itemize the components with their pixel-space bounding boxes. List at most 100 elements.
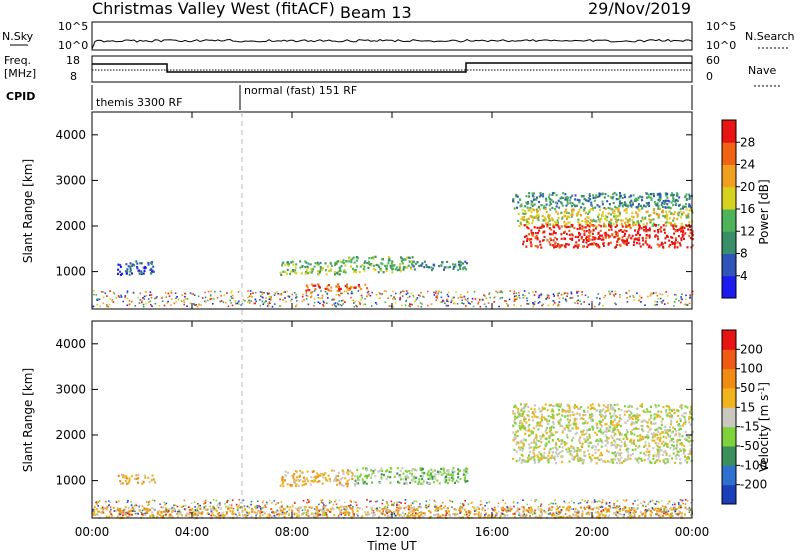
velocity-cell: [588, 453, 590, 455]
velocity-noise-cell: [645, 506, 647, 508]
velocity-cell: [621, 409, 623, 411]
power-noise-cell: [662, 294, 664, 296]
power-noise-cell: [291, 299, 293, 301]
velocity-cell: [612, 452, 614, 454]
power-cell: [337, 283, 339, 285]
velocity-cell: [567, 436, 569, 438]
velocity-noise-cell: [655, 513, 657, 515]
velocity-cell: [669, 426, 671, 428]
velocity-cell: [569, 460, 571, 462]
power-cell: [635, 200, 637, 202]
velocity-cell: [440, 468, 442, 470]
power-cell: [313, 285, 315, 287]
velocity-noise-cell: [247, 515, 249, 517]
power-cell: [352, 258, 354, 260]
power-panel-frame: [92, 112, 692, 309]
velocity-cell: [543, 455, 545, 457]
power-cell: [295, 266, 297, 268]
velocity-noise-cell: [266, 502, 268, 504]
power-noise-cell: [467, 291, 469, 293]
velocity-cell: [578, 460, 580, 462]
velocity-cell: [545, 437, 547, 439]
power-cell: [637, 232, 639, 234]
power-noise-cell: [467, 298, 469, 300]
power-cell: [675, 237, 677, 239]
velocity-cell: [333, 514, 335, 516]
power-noise-cell: [127, 305, 129, 307]
power-noise-cell: [571, 291, 573, 293]
power-noise-cell: [609, 292, 611, 294]
velocity-cell: [635, 448, 637, 450]
power-cell: [117, 273, 119, 275]
velocity-cell: [445, 476, 447, 478]
power-cell: [562, 205, 564, 207]
power-cell: [530, 244, 532, 246]
velocity-cell: [181, 506, 183, 508]
power-cell: [584, 198, 586, 200]
velocity-cell: [669, 447, 671, 449]
power-cell: [602, 237, 604, 239]
power-cell: [678, 205, 680, 207]
power-cell: [549, 220, 551, 222]
power-cell: [610, 213, 612, 215]
power-cell: [688, 203, 690, 205]
velocity-cell: [154, 482, 156, 484]
power-cell: [599, 221, 601, 223]
velocity-cell: [163, 511, 165, 513]
velocity-cell: [473, 507, 475, 509]
velocity-cell: [511, 508, 513, 510]
velocity-noise-cell: [648, 502, 650, 504]
power-noise-cell: [385, 291, 387, 293]
velocity-cell: [596, 507, 598, 509]
power-noise-cell: [164, 305, 166, 307]
power-cell: [558, 217, 560, 219]
velocity-noise-cell: [282, 514, 284, 516]
power-cell: [624, 235, 626, 237]
velocity-cell: [572, 458, 574, 460]
power-noise-cell: [675, 298, 677, 300]
power-cell: [594, 200, 596, 202]
velocity-cell: [379, 482, 381, 484]
velocity-cell: [596, 434, 598, 436]
power-cell: [563, 232, 565, 234]
velocity-cell: [632, 453, 634, 455]
velocity-cell: [668, 405, 670, 407]
velocity-noise-cell: [441, 505, 443, 507]
power-noise-cell: [557, 295, 559, 297]
velocity-cell: [528, 444, 530, 446]
power-cell: [585, 241, 587, 243]
velocity-noise-cell: [192, 508, 194, 510]
power-cell: [639, 209, 641, 211]
velocity-cell: [538, 428, 540, 430]
power-cell: [645, 225, 647, 227]
power-noise-cell: [471, 301, 473, 303]
velocity-cell: [630, 454, 632, 456]
velocity-noise-cell: [229, 504, 231, 506]
velocity-cell: [588, 442, 590, 444]
power-cell: [591, 224, 593, 226]
velocity-noise-cell: [128, 514, 130, 516]
power-cell: [657, 202, 659, 204]
velocity-cell: [644, 515, 646, 517]
velocity-cell: [119, 480, 121, 482]
power-cell: [585, 218, 587, 220]
velocity-noise-cell: [345, 514, 347, 516]
velocity-cell: [663, 461, 665, 463]
velocity-noise-cell: [591, 502, 593, 504]
velocity-cell: [645, 441, 647, 443]
power-cell: [672, 220, 674, 222]
power-cell: [121, 273, 123, 275]
velocity-noise-cell: [304, 509, 306, 511]
power-noise-cell: [638, 300, 640, 302]
velocity-cell: [679, 448, 681, 450]
power-noise-cell: [230, 296, 232, 298]
power-cell: [595, 197, 597, 199]
velocity-cell: [390, 482, 392, 484]
power-noise-cell: [453, 303, 455, 305]
velocity-cell: [540, 421, 542, 423]
velocity-cell: [409, 472, 411, 474]
power-cell: [681, 223, 683, 225]
velocity-noise-cell: [276, 502, 278, 504]
velocity-cell: [643, 419, 645, 421]
power-cell: [643, 229, 645, 231]
